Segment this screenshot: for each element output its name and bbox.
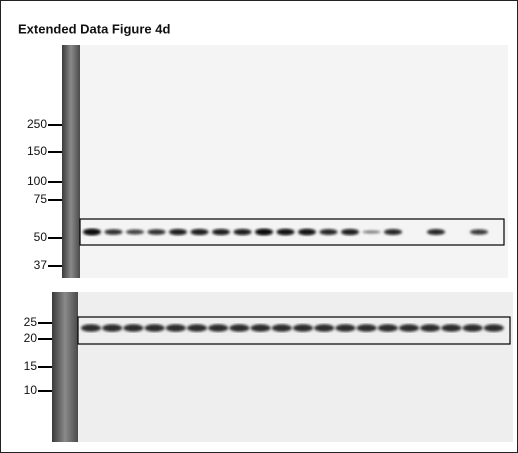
- marker-label: 25: [24, 315, 38, 329]
- band: [298, 229, 316, 236]
- band: [83, 229, 101, 236]
- band: [234, 229, 252, 235]
- marker-label: 150: [27, 144, 47, 158]
- band: [191, 229, 209, 235]
- band: [126, 230, 144, 235]
- band: [187, 324, 207, 332]
- marker-label: 75: [34, 192, 48, 206]
- band: [81, 324, 101, 332]
- band: [123, 324, 143, 332]
- band: [145, 324, 165, 332]
- band: [363, 231, 381, 234]
- band: [420, 324, 440, 332]
- marker-label: 50: [34, 230, 48, 244]
- marker-label: 20: [24, 331, 38, 345]
- band: [399, 324, 419, 332]
- band: [251, 324, 271, 332]
- band: [384, 229, 402, 235]
- band: [105, 229, 123, 235]
- band: [335, 324, 355, 332]
- figure: Extended Data Figure 4d 250 150 100 75 50 37 2…: [0, 0, 518, 453]
- figure-title: Extended Data Figure 4d: [18, 21, 170, 36]
- band: [272, 324, 292, 332]
- marker-label: 10: [24, 383, 38, 397]
- blot-membrane: [78, 292, 513, 442]
- band: [463, 324, 483, 332]
- blot-membrane: [80, 45, 508, 278]
- band: [148, 229, 166, 235]
- band: [314, 324, 334, 332]
- band: [102, 324, 122, 332]
- band: [277, 229, 295, 236]
- band: [378, 324, 398, 332]
- band: [470, 229, 488, 234]
- marker-label: 15: [24, 359, 38, 373]
- band: [169, 229, 187, 235]
- band: [212, 229, 230, 235]
- band: [320, 229, 338, 235]
- band: [208, 324, 228, 332]
- band: [293, 324, 313, 332]
- band: [484, 324, 504, 332]
- band: [255, 229, 273, 236]
- marker-label: 250: [27, 117, 47, 131]
- band: [166, 324, 186, 332]
- band: [341, 229, 359, 235]
- marker-label: 37: [34, 258, 48, 272]
- ladder-lane: [62, 45, 80, 278]
- band: [441, 324, 461, 332]
- ladder-lane: [52, 292, 78, 442]
- band: [229, 324, 249, 332]
- band: [427, 229, 445, 235]
- marker-label: 100: [27, 174, 47, 188]
- band: [357, 324, 377, 332]
